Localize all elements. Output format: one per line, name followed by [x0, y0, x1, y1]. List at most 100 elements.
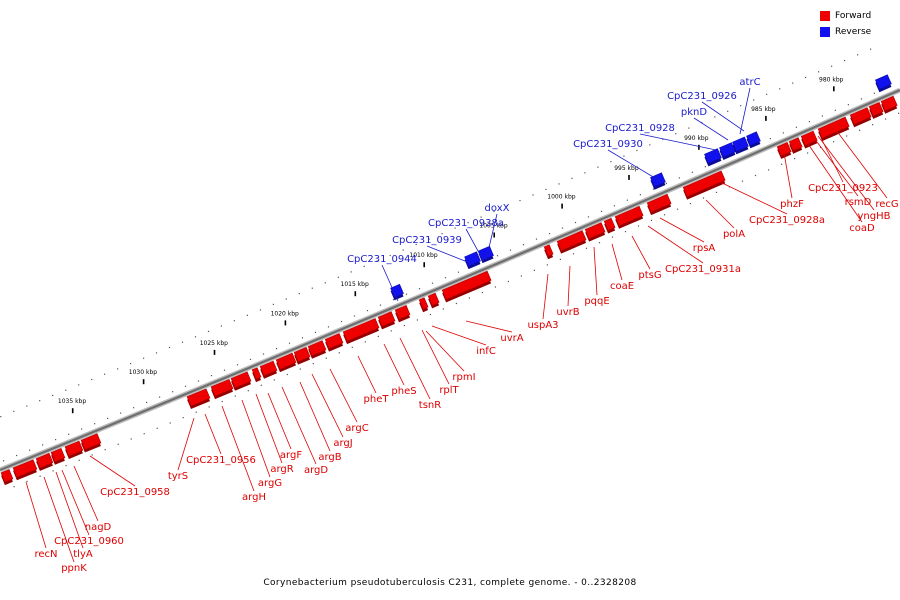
- reverse-gene-block-face: [875, 74, 892, 90]
- dot-lower: [846, 135, 848, 137]
- forward-gene-label-argj: argJ: [333, 438, 352, 449]
- tick-label: 985 kbp: [751, 106, 776, 113]
- forward-gene-block-face: [441, 270, 492, 300]
- forward-gene-block-face: [342, 318, 380, 342]
- dot-lower-upper: [509, 249, 512, 251]
- coordinate-dots: [0, 48, 900, 488]
- reverse-gene-block: [732, 136, 749, 155]
- tick-mark: [493, 232, 495, 238]
- forward-gene-block-face: [427, 292, 440, 306]
- dot-upper: [65, 389, 67, 391]
- reverse-gene-block: [746, 131, 761, 149]
- tick-mark: [833, 86, 835, 92]
- forward-gene-label-leader: [383, 343, 405, 386]
- dot-lower: [689, 203, 692, 205]
- forward-gene-block-face: [868, 102, 884, 117]
- tick-label: 1000 kbp: [547, 194, 575, 201]
- dot-upper: [220, 325, 222, 327]
- dot-upper: [792, 82, 794, 84]
- tick-label: 1020 kbp: [271, 310, 299, 317]
- dot-upper: [168, 346, 171, 349]
- tick-mark: [213, 349, 216, 355]
- forward-gene-label-leader: [25, 481, 47, 549]
- dot-lower: [377, 335, 379, 337]
- dot-lower: [754, 174, 757, 177]
- reverse-gene-label-leader: [739, 87, 751, 135]
- tick-mark: [765, 115, 767, 121]
- dot-lower-upper: [847, 104, 849, 106]
- forward-gene-label-cpc231-0923: CpC231_0923: [808, 183, 878, 194]
- forward-gene-label-leader: [783, 152, 793, 199]
- axis-ticks: 980 kbp 985 kbp 990 kbp 995 kbp 1000 kbp 1005…: [58, 76, 844, 414]
- dot-lower-upper: [249, 358, 252, 360]
- forward-gene-label-phet: pheT: [364, 394, 390, 405]
- tick-label: 1010 kbp: [409, 252, 437, 259]
- forward-gene-block: [776, 142, 792, 159]
- dot-upper: [78, 384, 80, 386]
- forward-gene-label-recn: recN: [34, 549, 57, 560]
- dot-lower-upper: [457, 271, 460, 273]
- dot-lower: [182, 417, 184, 419]
- dot-lower-upper: [262, 353, 265, 355]
- dot-lower-upper: [600, 210, 603, 212]
- dot-lower: [104, 449, 106, 451]
- dot-lower: [833, 141, 835, 143]
- forward-gene-block-face: [556, 230, 587, 251]
- dot-lower-upper: [652, 188, 654, 190]
- forward-gene-block: [868, 102, 884, 119]
- forward-gene-label-leader: [255, 393, 283, 464]
- forward-gene-label-leader: [659, 217, 705, 243]
- dot-lower-upper: [159, 396, 161, 398]
- dot-lower: [624, 231, 627, 233]
- dot-lower-upper: [574, 221, 577, 224]
- reverse-gene-block: [875, 74, 892, 93]
- forward-gene-block: [880, 95, 898, 114]
- dot-lower-upper: [522, 244, 525, 246]
- genome-backbone: [0, 87, 900, 473]
- forward-gene-label-tyrs: tyrS: [168, 471, 188, 482]
- dot-upper: [584, 172, 586, 174]
- dot-upper: [272, 303, 274, 305]
- forward-gene-block: [307, 340, 327, 359]
- dot-lower: [572, 253, 575, 255]
- dot-lower-upper: [236, 364, 239, 366]
- tick-mark: [628, 174, 630, 180]
- dot-upper: [155, 352, 158, 354]
- forward-gene-block: [614, 205, 644, 229]
- dot-lower: [702, 197, 705, 199]
- forward-gene-label-uspa3: uspA3: [527, 320, 558, 331]
- dot-lower: [507, 280, 509, 283]
- forward-gene-label-tlya: tlyA: [73, 549, 93, 560]
- forward-gene-block-face: [880, 95, 898, 112]
- forward-gene-label-leader: [542, 273, 549, 320]
- forward-gene-label-pqqe: pqqE: [584, 296, 609, 307]
- forward-gene-label-ptsg: ptsG: [638, 270, 661, 281]
- forward-gene-label-leader: [719, 181, 788, 215]
- forward-gene-block: [788, 137, 803, 154]
- dot-lower-upper: [665, 182, 667, 185]
- forward-gene-label-recg: recG: [875, 199, 898, 210]
- dot-lower: [872, 124, 874, 126]
- dot-upper: [350, 271, 352, 273]
- reverse-gene-block: [650, 172, 666, 190]
- forward-gene-block: [0, 469, 14, 486]
- dot-lower-upper: [16, 454, 18, 457]
- forward-gene-label-uvrb: uvrB: [556, 307, 579, 318]
- forward-gene-block-face: [377, 311, 396, 327]
- dot-upper: [779, 88, 781, 90]
- forward-gene-block: [275, 352, 297, 373]
- forward-gene-label-ynghb: yngHB: [858, 211, 891, 222]
- forward-gene-block-face: [584, 222, 606, 239]
- dot-lower: [533, 269, 535, 271]
- dot-lower-upper: [561, 227, 564, 229]
- forward-gene-label-leader: [241, 399, 271, 478]
- reverse-gene-block: [719, 142, 736, 160]
- dot-lower: [195, 411, 197, 413]
- dot-lower: [312, 363, 314, 365]
- dot-lower-upper: [29, 449, 31, 451]
- forward-gene-block: [35, 452, 54, 471]
- forward-gene-label-leader: [61, 469, 90, 536]
- dot-lower-upper: [172, 391, 174, 393]
- dot-lower: [221, 400, 223, 403]
- forward-gene-block: [556, 230, 587, 254]
